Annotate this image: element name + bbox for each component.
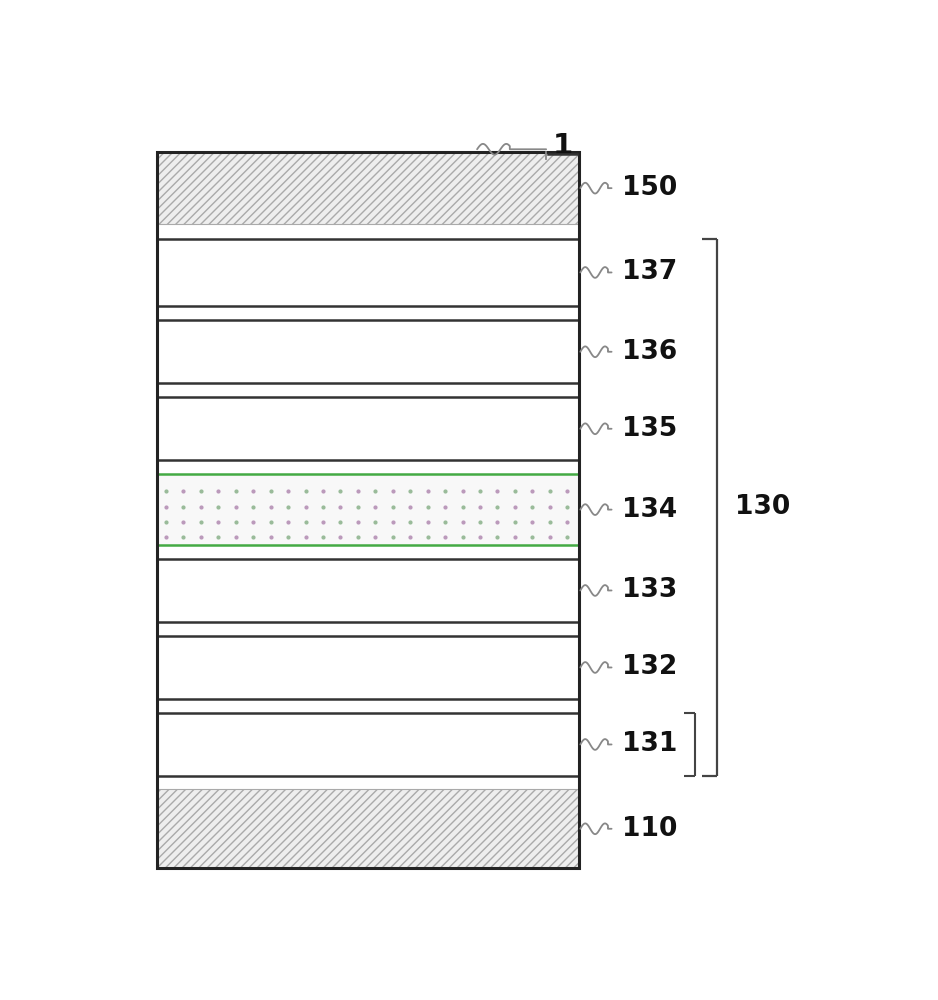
Text: 1: 1 [552, 132, 573, 160]
Bar [158, 320, 579, 383]
Text: 137: 137 [623, 259, 678, 285]
Text: 110: 110 [623, 816, 678, 842]
Bar [158, 559, 579, 622]
Bar [158, 713, 579, 776]
Text: 131: 131 [623, 731, 678, 757]
Text: 130: 130 [735, 494, 791, 520]
Text: 133: 133 [623, 577, 678, 603]
Text: 136: 136 [623, 339, 678, 365]
Bar [158, 239, 579, 306]
Text: 150: 150 [623, 175, 678, 201]
Text: 135: 135 [623, 416, 678, 442]
Bar [158, 474, 579, 545]
Bar [158, 152, 579, 868]
Bar [158, 397, 579, 460]
Text: 134: 134 [623, 497, 677, 523]
Bar [158, 789, 579, 868]
Bar [158, 636, 579, 699]
Text: 132: 132 [623, 654, 678, 680]
Bar [158, 152, 579, 224]
